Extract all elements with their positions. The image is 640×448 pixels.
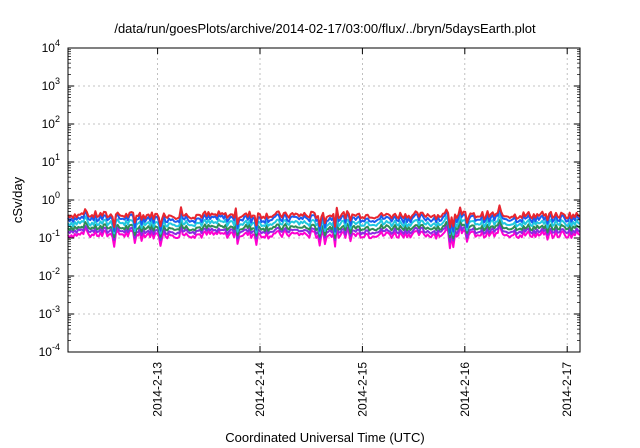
y-tick-label: 100 [42, 190, 60, 207]
y-tick-label: 102 [42, 114, 60, 131]
y-tick-label: 103 [42, 76, 60, 93]
x-tick-label: 2014-2-15 [355, 362, 369, 417]
y-axis-label: cSv/day [10, 176, 25, 223]
x-tick-label: 2014-2-13 [151, 362, 165, 417]
x-tick-label: 2014-2-17 [560, 362, 574, 417]
x-axis-label: Coordinated Universal Time (UTC) [225, 430, 424, 445]
y-tick-label: 104 [42, 38, 60, 55]
chart-title: /data/run/goesPlots/archive/2014-02-17/0… [114, 21, 536, 36]
grid [68, 48, 580, 352]
x-axis: 2014-2-13 2014-2-14 2014-2-15 2014-2-16 2014… [151, 48, 574, 417]
x-tick-label: 2014-2-16 [458, 362, 472, 417]
series-group [67, 204, 581, 250]
y-tick-label: 101 [42, 152, 60, 169]
y-tick-label: 10-2 [39, 266, 60, 283]
y-tick-label: 10-1 [39, 228, 60, 245]
y-axis: 10-4 10-3 10-2 10-1 100 101 102 103 104 [39, 38, 580, 359]
y-tick-label: 10-3 [39, 304, 60, 321]
series-line [67, 204, 581, 229]
y-tick-label: 10-4 [39, 342, 60, 359]
x-tick-label: 2014-2-14 [253, 362, 267, 417]
